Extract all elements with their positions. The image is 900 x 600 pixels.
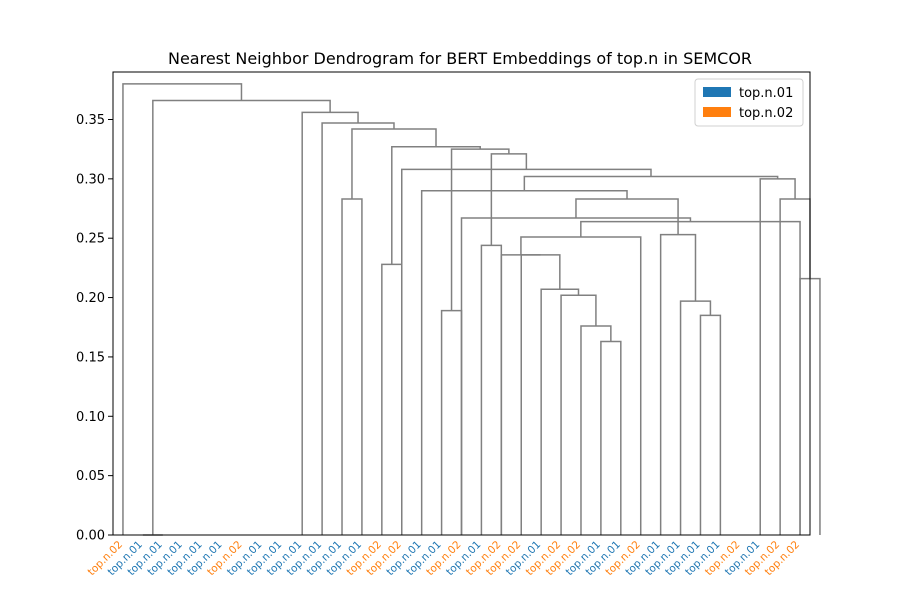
dendrogram-link (152, 99, 331, 535)
dendrogram-link (401, 168, 652, 535)
chart-title: Nearest Neighbor Dendrogram for BERT Emb… (168, 49, 752, 68)
dendrogram-link (321, 122, 395, 535)
y-tick-label: 0.20 (76, 291, 105, 306)
dendrogram-link (523, 175, 779, 191)
dendrogram-link (759, 178, 796, 535)
dendrogram-link (420, 189, 628, 535)
dendrogram-link (480, 244, 503, 535)
legend-swatch (703, 107, 731, 117)
dendrogram-link (779, 198, 811, 535)
y-tick-label: 0.30 (76, 172, 105, 187)
dendrogram-link (391, 146, 481, 265)
dendrogram-link (122, 83, 243, 535)
legend-swatch (703, 87, 731, 97)
dendrogram-link (520, 236, 642, 535)
dendrogram-link (600, 340, 622, 535)
y-tick-label: 0.35 (76, 113, 105, 128)
dendrogram-link (699, 314, 722, 535)
dendrogram-link (580, 325, 612, 535)
x-axis-leaf-labels: top.n.02top.n.01top.n.01top.n.01top.n.01… (86, 539, 803, 579)
dendrogram-links (122, 83, 821, 536)
dendrogram-link (490, 153, 528, 246)
dendrogram-link (540, 288, 580, 535)
legend: top.n.01 top.n.02 (694, 78, 804, 127)
dendrogram-link (341, 198, 363, 535)
dendrogram-link (560, 294, 597, 535)
legend-label: top.n.02 (739, 106, 793, 121)
dendrogram-link (450, 148, 510, 311)
y-tick-label: 0.15 (76, 350, 105, 365)
dendrogram-link (460, 217, 692, 535)
dendrogram-link (381, 263, 403, 535)
dendrogram-link (351, 128, 437, 200)
y-axis: 0.00 0.05 0.10 0.15 0.20 0.25 0.30 0.35 (76, 113, 113, 544)
legend-label: top.n.01 (739, 86, 793, 101)
plot-frame (112, 71, 811, 536)
dendrogram-link (440, 309, 463, 535)
dendrogram-link (575, 198, 679, 235)
y-tick-label: 0.05 (76, 469, 105, 484)
y-tick-label: 0.00 (76, 529, 105, 544)
dendrogram-link (520, 254, 561, 535)
dendrogram-link (301, 111, 359, 535)
y-tick-label: 0.10 (76, 410, 105, 425)
dendrogram-link (580, 220, 801, 535)
dendrogram-link (679, 300, 712, 535)
y-tick-label: 0.25 (76, 232, 105, 247)
dendrogram-link (659, 233, 697, 535)
